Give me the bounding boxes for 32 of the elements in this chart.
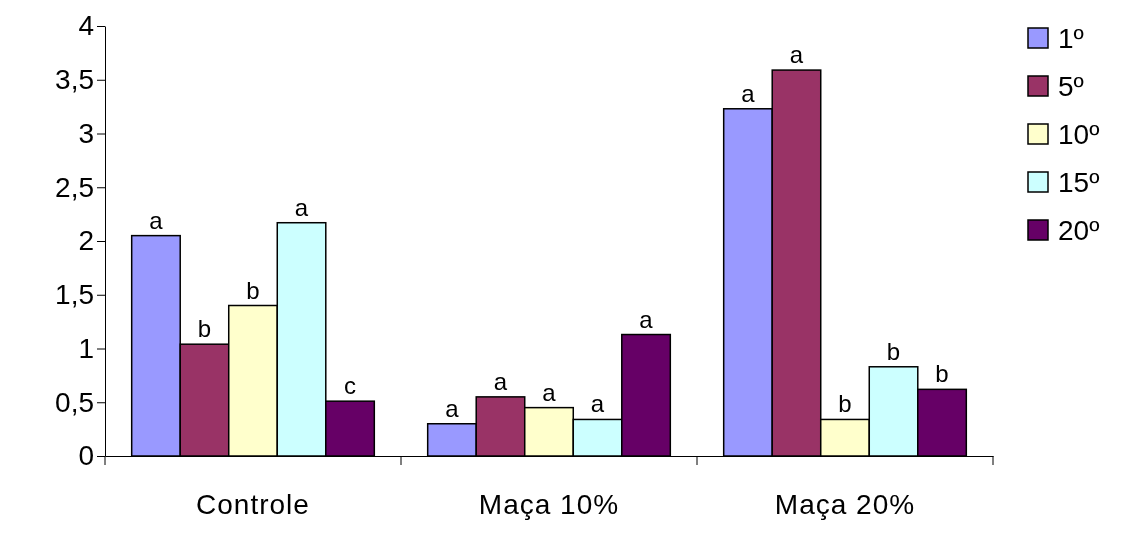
- data-label: b: [246, 276, 260, 304]
- y-tick-label: 1: [78, 332, 94, 364]
- data-label: a: [639, 305, 654, 333]
- x-tick-label: Controle: [196, 488, 310, 520]
- y-tick-label: 3: [78, 117, 94, 149]
- data-label: a: [542, 378, 557, 406]
- y-tick-label: 3,5: [55, 64, 94, 96]
- data-label: b: [886, 337, 901, 365]
- data-label: b: [838, 390, 852, 418]
- data-label: c: [344, 372, 357, 400]
- legend-label: 1º: [1058, 23, 1084, 54]
- legend-label: 20º: [1058, 215, 1100, 246]
- data-label: a: [445, 394, 460, 422]
- data-label: a: [590, 390, 605, 418]
- y-tick-label: 4: [78, 10, 94, 42]
- data-label: a: [741, 79, 756, 107]
- legend-label: 10º: [1058, 119, 1100, 150]
- y-tick-label: 1,5: [55, 279, 94, 311]
- y-tick-label: 2: [78, 225, 94, 257]
- data-label: a: [789, 41, 804, 69]
- y-tick-label: 0: [78, 440, 94, 472]
- x-tick-label: Maça 20%: [774, 488, 916, 520]
- x-tick-label: Maça 10%: [478, 488, 620, 520]
- data-label: b: [935, 360, 949, 388]
- data-label: a: [493, 367, 508, 395]
- y-tick-label: 2,5: [55, 171, 94, 203]
- legend-label: 5º: [1058, 71, 1084, 102]
- data-label: a: [294, 193, 309, 221]
- data-label: b: [197, 315, 212, 343]
- legend-label: 15º: [1058, 167, 1100, 198]
- y-tick-label: 0,5: [55, 386, 94, 418]
- data-label: a: [149, 206, 164, 234]
